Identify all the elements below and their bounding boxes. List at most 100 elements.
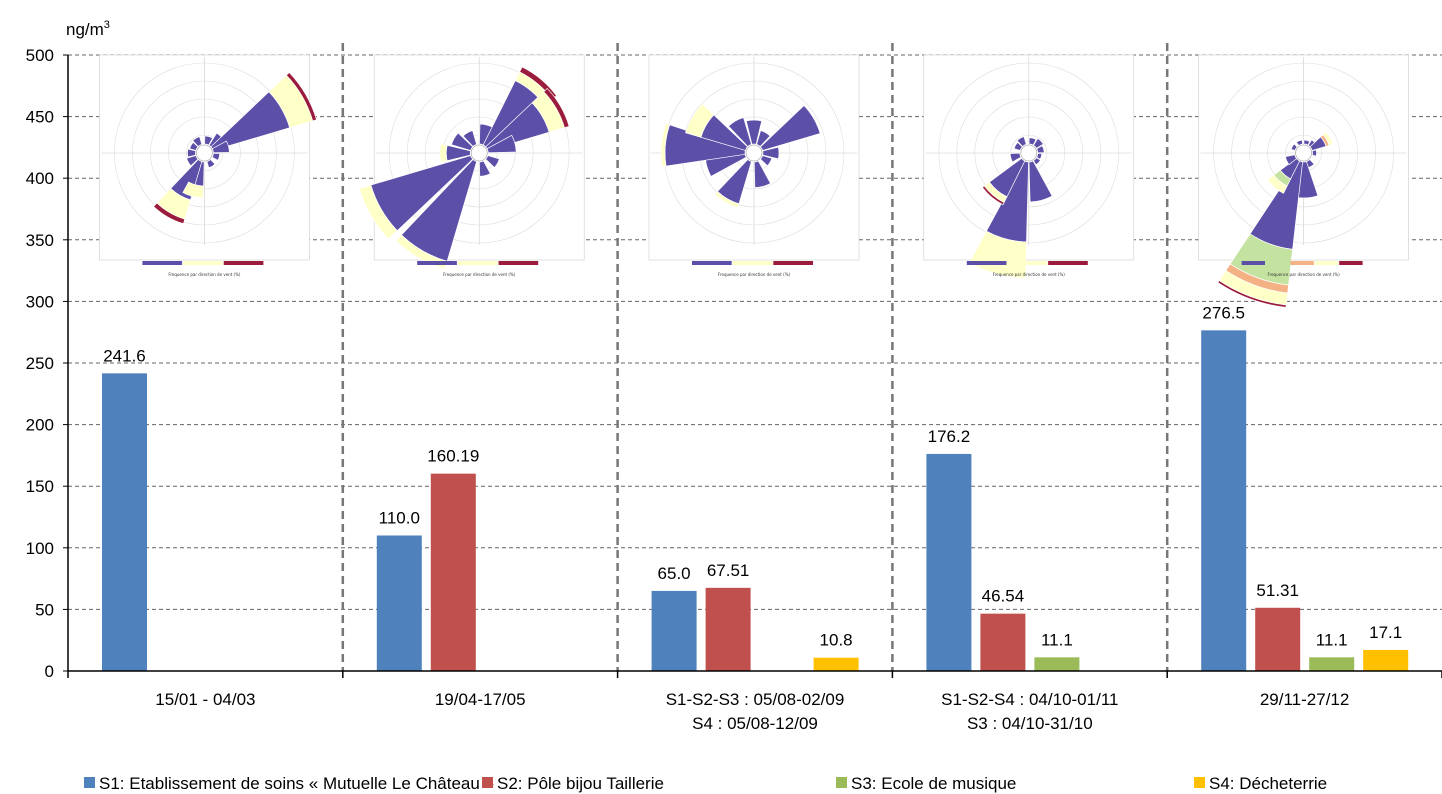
wind-rose-key-swatch — [142, 261, 183, 265]
bar — [1201, 330, 1247, 671]
data-label: 11.1 — [1316, 630, 1348, 649]
wind-rose-center — [745, 144, 763, 162]
legend-item: S3: Ecole de musique — [836, 774, 1016, 793]
wind-rose-petal — [485, 155, 500, 168]
wind-rose: Frequence par direction de vent (%) — [1198, 54, 1409, 308]
bar — [1363, 649, 1409, 671]
wind-rose-petal — [1033, 138, 1044, 149]
wind-rose-petal — [756, 130, 771, 147]
legend-swatch — [84, 777, 95, 788]
wind-rose-petal — [1009, 152, 1022, 163]
legend-label: S1: Etablissement de soins « Mutuelle Le… — [99, 774, 494, 793]
y-tick-label: 200 — [26, 416, 54, 435]
legend-item: S4: Décheterrie — [1194, 774, 1327, 793]
wind-rose-petal — [1033, 157, 1042, 166]
wind-rose-petal — [1295, 139, 1303, 146]
wind-rose-petal — [462, 130, 478, 147]
y-tick-label: 450 — [26, 108, 54, 127]
legend-label: S3: Ecole de musique — [851, 774, 1016, 793]
wind-rose-petal — [204, 135, 213, 146]
wind-rose-petal — [192, 136, 203, 147]
x-category-label: S4 : 05/08-12/09 — [692, 714, 818, 733]
wind-rose-caption: Frequence par direction de vent (%) — [718, 272, 791, 277]
data-label: 160.19 — [427, 447, 479, 466]
bar — [430, 473, 476, 671]
wind-rose-petal — [753, 160, 771, 188]
y-tick-label: 150 — [26, 477, 54, 496]
wind-rose-petal — [211, 140, 230, 154]
wind-rose-petal — [450, 132, 474, 151]
data-label: 276.5 — [1202, 303, 1245, 322]
wind-rose-petal — [981, 185, 1005, 206]
y-tick-label: 400 — [26, 169, 54, 188]
data-label: 241.6 — [103, 346, 146, 365]
wind-rose-petal — [187, 148, 197, 158]
y-axis-unit-label: ng/m3 — [66, 19, 110, 39]
wind-rose-key-swatch — [498, 261, 539, 265]
wind-rose-caption: Frequence par direction de vent (%) — [993, 272, 1066, 277]
bar — [980, 613, 1026, 671]
x-category-label: 19/04-17/05 — [435, 690, 526, 709]
x-category-label: S3 : 04/10-31/10 — [967, 714, 1093, 733]
wind-rose-petal — [1303, 139, 1311, 146]
wind-rose-petal — [206, 159, 216, 169]
wind-rose-key-swatch — [773, 261, 813, 265]
wind-rose-petal — [285, 71, 318, 122]
wind-rose-petal — [1036, 145, 1045, 154]
x-category-label: S1-S2-S3 : 05/08-02/09 — [666, 690, 845, 709]
wind-rose-center — [1295, 144, 1312, 162]
wind-rose-key-swatch — [1339, 261, 1363, 265]
wind-rose-petal — [395, 234, 448, 270]
wind-rose-petal — [1036, 152, 1043, 160]
legend-swatch — [482, 777, 493, 788]
legend-label: S2: Pôle bijou Taillerie — [497, 774, 664, 793]
wind-rose-layer: Frequence par direction de vent (%) Frequ… — [99, 54, 1409, 308]
legend: S1: Etablissement de soins « Mutuelle Le… — [84, 774, 1327, 793]
x-category-label: S1-S2-S4 : 04/10-01/11 — [941, 690, 1118, 709]
wind-rose-key-swatch — [1266, 261, 1290, 265]
wind-rose-petal — [186, 155, 199, 167]
wind-rose-petal — [358, 184, 398, 240]
wind-rose-key-swatch — [692, 261, 732, 265]
bars: 241.6 110.0 65.0 176.2 276.5 160.19 67.51 46.54… — [102, 303, 1409, 671]
data-label: 51.31 — [1256, 581, 1299, 600]
wind-rose: Frequence par direction de vent (%) — [358, 54, 585, 277]
data-label: 10.8 — [820, 631, 853, 650]
legend-item: S1: Etablissement de soins « Mutuelle Le… — [84, 774, 494, 793]
data-label: 65.0 — [658, 564, 691, 583]
y-tick-label: 100 — [26, 539, 54, 558]
wind-rose-petal — [760, 105, 821, 151]
wind-rose-petal — [486, 134, 517, 154]
wind-rose-petal — [543, 87, 570, 129]
wind-rose-petal — [745, 119, 763, 145]
axes: 0 50 100 150 200 250 300 350 400 450 500 15/01 - 04… — [26, 46, 1442, 733]
data-label: 110.0 — [379, 508, 420, 527]
bar — [1255, 607, 1301, 671]
wind-rose: Frequence par direction de vent (%) — [923, 54, 1135, 279]
wind-rose-petal — [182, 181, 204, 199]
wind-rose-petal — [1028, 137, 1037, 146]
bar — [926, 453, 972, 671]
data-label: 46.54 — [982, 587, 1025, 606]
wind-rose-key-swatch — [1314, 261, 1339, 265]
data-label: 176.2 — [928, 427, 971, 446]
wind-rose-petal — [728, 117, 752, 147]
data-label: 17.1 — [1369, 623, 1402, 642]
wind-rose-petal — [1028, 160, 1053, 203]
y-tick-label: 500 — [26, 46, 54, 65]
wind-rose-petal — [1217, 280, 1287, 308]
legend-label: S4: Décheterrie — [1209, 774, 1327, 793]
data-label: 67.51 — [707, 561, 750, 580]
wind-rose-petal — [1266, 174, 1288, 194]
wind-rose-petal — [1016, 136, 1027, 147]
x-category-label: 29/11-27/12 — [1260, 690, 1349, 709]
wind-rose: Frequence par direction de vent (%) — [99, 54, 318, 277]
legend-swatch — [1194, 777, 1205, 788]
wind-rose-center — [1020, 144, 1038, 162]
y-tick-label: 350 — [26, 231, 54, 250]
y-tick-label: 50 — [35, 600, 54, 619]
wind-rose-petal — [685, 103, 715, 138]
wind-rose-petal — [714, 190, 740, 209]
wind-rose-petal — [189, 141, 199, 151]
